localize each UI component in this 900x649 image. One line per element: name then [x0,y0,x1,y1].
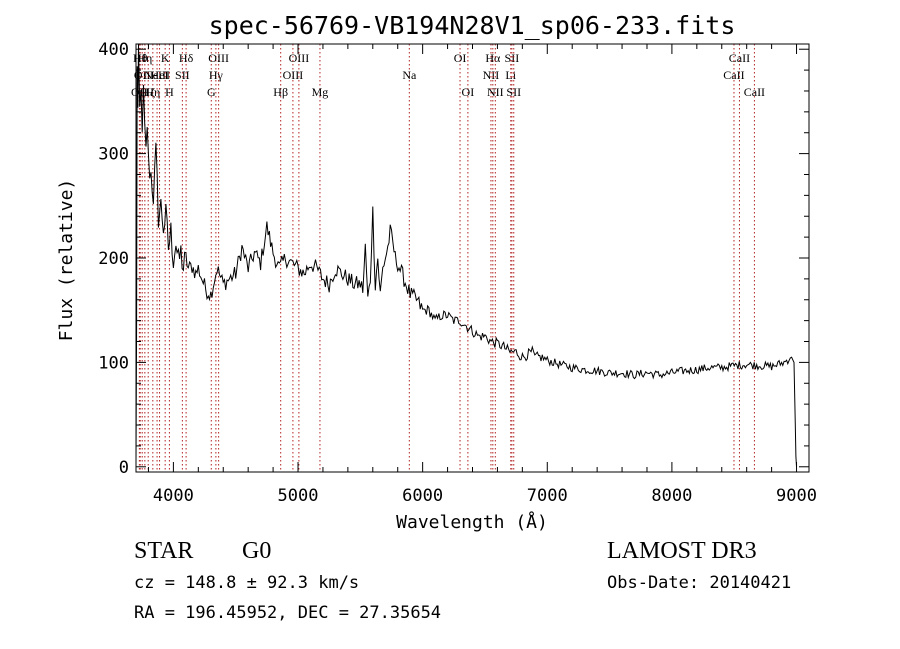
line-marker-label: Hβ [273,85,288,99]
line-marker-label: SII [505,51,520,65]
line-markers: OIIHθOIIHηHζHηNeIIIHeIKHSIIHδGHγOIIIHβOI… [131,44,765,472]
x-tick-label: 5000 [278,486,319,506]
line-marker-label: NeIII [144,68,170,82]
observation-date: Obs-Date: 20140421 [607,573,792,593]
sky-coordinates: RA = 196.45952, DEC = 27.35654 [134,603,442,623]
line-marker-label: Hδ [179,51,194,65]
y-tick-label: 300 [98,145,129,165]
object-class: STAR [134,538,194,564]
line-marker-label: OIII [208,51,229,65]
spectrum-series [135,43,797,467]
object-subclass: G0 [242,538,272,564]
x-tick-label: 4000 [153,486,194,506]
line-marker-label: Hα [485,51,501,65]
line-marker-label: Hζ [141,85,155,99]
line-marker-label: HeI [151,68,169,82]
line-marker-label: NII [487,85,504,99]
redshift-velocity: cz = 148.8 ± 92.3 km/s [134,573,360,593]
y-tick-label: 400 [98,40,129,60]
spectrum-chart: spec-56769-VB194N28V1_sp06-233.fits OIIH… [56,11,817,533]
line-marker-label: OI [454,51,467,65]
line-marker-label: G [207,85,216,99]
line-marker-label: CaII [744,85,765,99]
line-marker-label: NII [483,68,500,82]
line-marker-label: Hγ [209,68,224,82]
line-marker-label: Mg [312,85,329,99]
line-marker-label: OIII [283,68,304,82]
chart-title: spec-56769-VB194N28V1_sp06-233.fits [209,11,736,40]
line-marker-label: H [165,85,174,99]
y-tick-label: 200 [98,249,129,269]
line-marker-label: CaII [723,68,744,82]
line-marker-label: SII [175,68,190,82]
x-tick-label: 9000 [776,486,817,506]
axis-ticks: 4000 5000 6000 7000 8000 9000 0 100 200 300 400 [98,40,817,506]
line-marker-label: CaII [729,51,750,65]
survey-name: LAMOST DR3 [607,538,757,564]
x-tick-label: 7000 [527,486,568,506]
line-marker-label: K [161,51,170,65]
x-tick-label: 6000 [402,486,443,506]
line-marker-label: SII [506,85,521,99]
x-axis-label: Wavelength (Å) [396,511,548,533]
plot-frame [135,43,810,473]
y-tick-label: 100 [98,353,129,373]
line-marker-label: Hη [137,51,152,65]
line-marker-label: Na [402,68,417,82]
line-marker-label: Hη [145,85,160,99]
y-axis-label: Flux (relative) [56,179,77,342]
line-marker-label: Li [505,68,516,82]
line-marker-label: OIII [289,51,310,65]
x-tick-label: 8000 [651,486,692,506]
line-marker-label: OI [462,85,475,99]
spectrum-line [135,43,797,467]
line-marker-label: Hθ [133,51,148,65]
y-tick-label: 0 [119,458,129,478]
